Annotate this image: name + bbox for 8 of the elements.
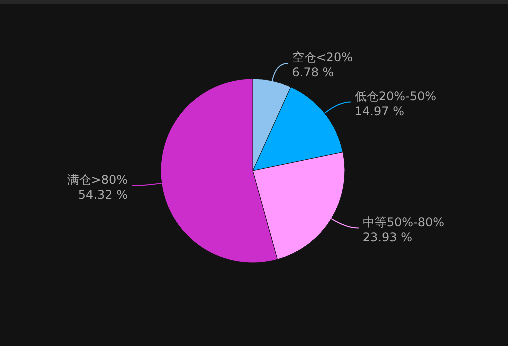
slice-label: 空仓<20% <box>292 50 353 64</box>
data-label: 23.93 % <box>362 230 412 244</box>
slice-label: 低仓20%-50% <box>354 89 437 104</box>
slice-label: 满仓>80% <box>67 172 128 187</box>
data-label: 14.97 % <box>354 104 404 118</box>
slice-label: 中等50%-80% <box>362 215 445 230</box>
data-label: 54.32 % <box>78 188 128 202</box>
data-label: 6.78 % <box>292 65 334 80</box>
